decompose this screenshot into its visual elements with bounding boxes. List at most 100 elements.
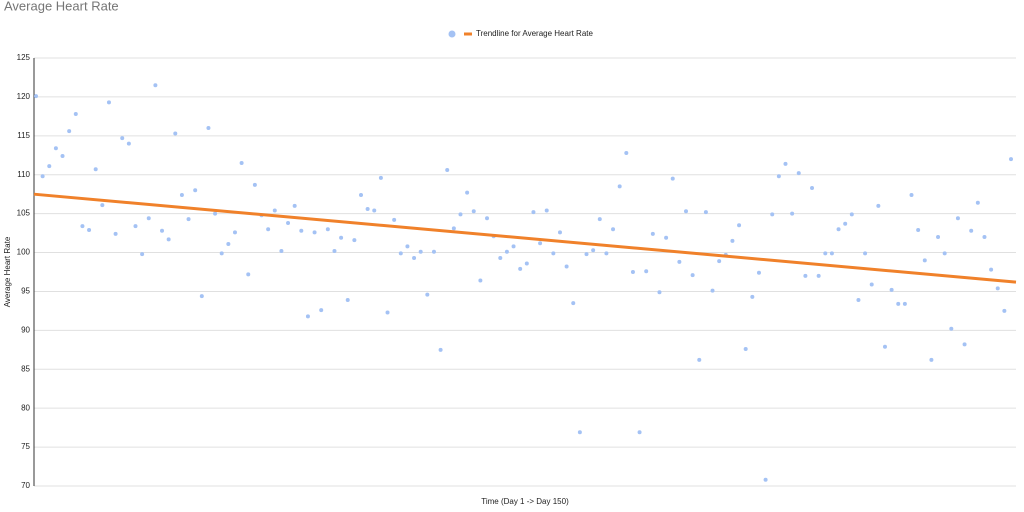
y-tick-label: 90 [21, 325, 30, 334]
point [146, 216, 151, 221]
chart-title: Average Heart Rate [4, 0, 119, 13]
point [186, 217, 191, 222]
point [856, 298, 861, 303]
point [60, 154, 65, 159]
point [756, 270, 761, 275]
point [836, 227, 841, 232]
point [584, 252, 589, 257]
point [743, 347, 748, 352]
point [955, 216, 960, 221]
point [557, 230, 562, 235]
point [193, 188, 198, 193]
point [823, 251, 828, 256]
point [995, 286, 1000, 291]
y-tick-label: 125 [17, 53, 31, 62]
point [936, 234, 941, 239]
point [803, 273, 808, 278]
point [378, 175, 383, 180]
point [299, 228, 304, 233]
point [902, 301, 907, 306]
point [445, 168, 450, 173]
point [498, 255, 503, 260]
point [173, 131, 178, 136]
point [531, 210, 536, 215]
point [80, 224, 85, 229]
point [524, 261, 529, 266]
point [962, 342, 967, 347]
point [690, 273, 695, 278]
y-axis-label: Average Heart Rate [3, 236, 12, 307]
y-tick-label: 70 [21, 481, 30, 490]
point [717, 259, 722, 264]
point [100, 203, 105, 208]
point [160, 228, 165, 233]
point [969, 228, 974, 233]
point [451, 226, 456, 231]
y-tick-label: 115 [17, 131, 30, 140]
point [597, 217, 602, 222]
point [511, 244, 516, 249]
point [292, 203, 297, 208]
point [816, 273, 821, 278]
point [650, 231, 655, 236]
point [896, 301, 901, 306]
point [829, 251, 834, 256]
legend-label: Trendline for Average Heart Rate [476, 29, 594, 38]
point [106, 100, 111, 105]
point [909, 192, 914, 197]
y-tick-label: 95 [21, 287, 30, 296]
point [843, 221, 848, 226]
point [332, 248, 337, 253]
point [126, 141, 131, 146]
point [418, 249, 423, 254]
point [425, 292, 430, 297]
point [73, 112, 78, 117]
point [465, 190, 470, 195]
point [226, 241, 231, 246]
point [922, 258, 927, 263]
point [644, 269, 649, 274]
point [929, 357, 934, 362]
point [166, 237, 171, 242]
point [199, 294, 204, 299]
point [239, 161, 244, 166]
point [538, 241, 543, 246]
point [637, 430, 642, 435]
point [989, 267, 994, 272]
point [737, 223, 742, 228]
point [571, 301, 576, 306]
point [246, 272, 251, 277]
point [982, 234, 987, 239]
point [365, 206, 370, 211]
y-tick-label: 120 [17, 92, 31, 101]
point [916, 227, 921, 232]
point [617, 184, 622, 189]
y-tick-label: 100 [17, 248, 31, 257]
point [604, 251, 609, 256]
point [53, 146, 58, 151]
point [889, 287, 894, 292]
point [630, 270, 635, 274]
point [305, 314, 310, 319]
point [392, 217, 397, 222]
y-tick-label: 85 [21, 364, 30, 373]
point [518, 266, 523, 271]
point [372, 208, 377, 213]
point [577, 430, 582, 435]
y-tick-label: 110 [17, 170, 30, 179]
point [47, 164, 52, 169]
trendline [33, 192, 1017, 284]
point [949, 326, 954, 331]
point [438, 347, 443, 352]
point [697, 357, 702, 362]
point [657, 290, 662, 295]
point [312, 230, 317, 235]
point [485, 216, 490, 221]
point [34, 94, 38, 99]
point [345, 298, 350, 303]
point [478, 278, 483, 283]
point [783, 161, 788, 166]
point [319, 308, 324, 313]
point [770, 212, 775, 217]
